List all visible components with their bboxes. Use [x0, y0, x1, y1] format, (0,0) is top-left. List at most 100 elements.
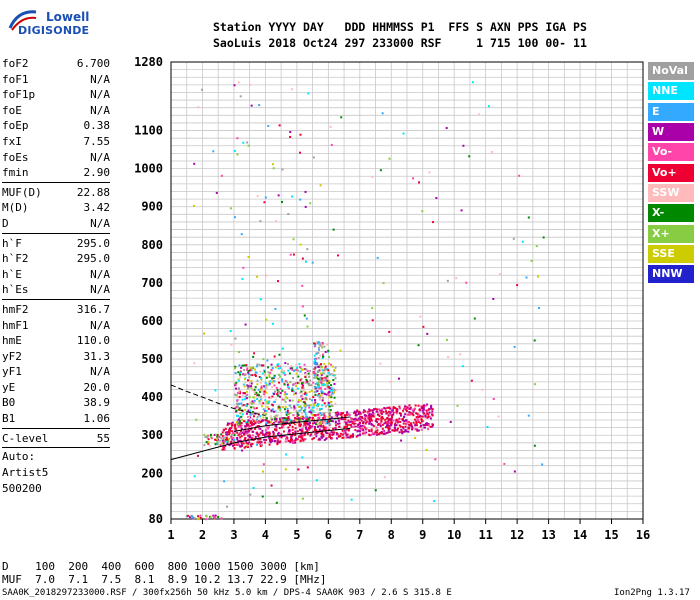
echo-point	[404, 429, 407, 432]
echo-point	[316, 362, 319, 365]
echo-point	[314, 366, 317, 369]
echo-point	[398, 412, 401, 415]
echo-point	[352, 422, 355, 425]
echo-point	[267, 125, 270, 128]
legend-item-x-plus: X+	[648, 224, 694, 243]
echo-point	[317, 348, 320, 351]
param-group-1: foF2 6.700 foF1 N/A foF1p N/A foE N/A foEp 0.…	[2, 56, 110, 181]
echo-point	[324, 377, 327, 380]
echo-point	[264, 381, 267, 384]
param-name: yE	[2, 380, 16, 394]
echo-point	[236, 153, 239, 156]
echo-point	[284, 437, 287, 440]
echo-point	[266, 400, 269, 403]
echo-point	[311, 409, 314, 412]
echo-point	[291, 368, 294, 371]
echo-point	[238, 402, 241, 405]
echo-point	[255, 391, 258, 394]
echo-point	[193, 162, 196, 165]
echo-point	[304, 372, 307, 375]
echo-point	[214, 516, 217, 519]
echo-point	[322, 426, 325, 429]
echo-point	[314, 342, 317, 345]
param-row: B1 1.06	[2, 411, 110, 427]
echo-point	[314, 359, 317, 362]
param-value: 1.06	[83, 412, 111, 426]
echo-point	[431, 425, 434, 428]
param-name: h`F	[2, 236, 22, 250]
echo-point	[205, 518, 208, 521]
echo-point	[459, 353, 462, 356]
echo-point	[430, 406, 433, 409]
param-name: MUF(D)	[2, 185, 42, 199]
echo-point	[320, 422, 323, 425]
echo-point	[359, 418, 362, 421]
echo-point	[297, 468, 300, 471]
echo-point	[239, 426, 242, 429]
echo-point	[319, 411, 322, 414]
echo-point	[305, 317, 308, 320]
echo-point	[301, 456, 304, 459]
echo-point	[269, 441, 272, 444]
echo-point	[267, 400, 270, 403]
echo-point	[359, 415, 362, 418]
echo-point	[325, 422, 328, 425]
echo-point	[235, 428, 238, 431]
echo-point	[263, 390, 266, 393]
echo-point	[206, 517, 209, 520]
echo-point	[417, 414, 420, 417]
echo-point	[244, 323, 247, 326]
echo-point	[412, 410, 415, 413]
param-row: yF2 31.3	[2, 349, 110, 365]
echo-point	[427, 408, 430, 411]
echo-point	[354, 420, 357, 423]
echo-point	[228, 427, 231, 430]
echo-point	[286, 437, 289, 440]
echo-point	[329, 420, 332, 423]
echo-point	[415, 412, 418, 415]
echo-point	[341, 433, 344, 436]
echo-point	[361, 424, 364, 427]
echo-point	[229, 330, 232, 333]
echo-point	[272, 430, 275, 433]
echo-point	[292, 253, 295, 256]
y-tick-label: 1000	[134, 162, 163, 176]
echo-point	[259, 402, 262, 405]
echo-point	[299, 432, 302, 435]
param-row: yE 20.0	[2, 380, 110, 396]
echo-point	[334, 402, 337, 405]
echo-point	[256, 421, 259, 424]
echo-point	[337, 412, 340, 415]
echo-point	[389, 423, 392, 426]
echo-point	[349, 420, 352, 423]
echo-point	[365, 427, 368, 430]
echo-point	[321, 404, 324, 407]
echo-point	[304, 431, 307, 434]
echo-point	[325, 426, 328, 429]
echo-point	[397, 420, 400, 423]
echo-point	[370, 434, 373, 437]
echo-point	[461, 365, 464, 368]
echo-point	[316, 405, 319, 408]
echo-point	[341, 429, 344, 432]
echo-point	[265, 376, 268, 379]
echo-point	[314, 394, 317, 397]
param-name: h`E	[2, 267, 22, 281]
echo-point	[317, 378, 320, 381]
echo-point	[249, 436, 252, 439]
echo-point	[446, 279, 449, 282]
echo-point	[300, 436, 303, 439]
echo-point	[390, 422, 393, 425]
echo-point	[318, 364, 321, 367]
echo-point	[350, 435, 353, 438]
echo-point	[268, 374, 271, 377]
echo-point	[397, 377, 400, 380]
autoscaling-label: Auto:	[2, 450, 36, 464]
echo-point	[251, 442, 254, 445]
echo-point	[241, 394, 244, 397]
echo-point	[227, 430, 230, 433]
echo-point	[265, 386, 268, 389]
x-tick-label: 2	[199, 528, 206, 542]
echo-point	[280, 491, 283, 494]
echo-point	[221, 439, 224, 442]
